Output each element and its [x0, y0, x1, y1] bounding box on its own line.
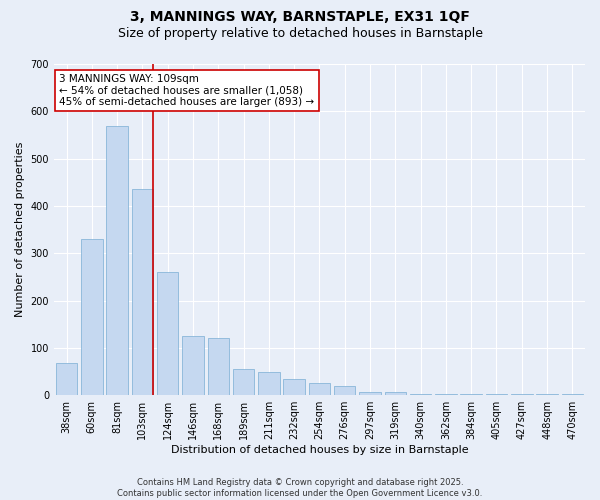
- Bar: [435, 394, 457, 395]
- Bar: [359, 392, 381, 395]
- Text: Size of property relative to detached houses in Barnstaple: Size of property relative to detached ho…: [118, 28, 482, 40]
- Bar: [562, 394, 583, 395]
- Bar: [536, 394, 558, 395]
- Bar: [309, 384, 330, 395]
- Bar: [283, 378, 305, 395]
- Bar: [182, 336, 204, 395]
- Bar: [157, 272, 178, 395]
- Bar: [486, 394, 507, 395]
- Bar: [511, 394, 533, 395]
- X-axis label: Distribution of detached houses by size in Barnstaple: Distribution of detached houses by size …: [170, 445, 468, 455]
- Bar: [131, 190, 153, 395]
- Text: 3, MANNINGS WAY, BARNSTAPLE, EX31 1QF: 3, MANNINGS WAY, BARNSTAPLE, EX31 1QF: [130, 10, 470, 24]
- Text: Contains HM Land Registry data © Crown copyright and database right 2025.
Contai: Contains HM Land Registry data © Crown c…: [118, 478, 482, 498]
- Bar: [106, 126, 128, 395]
- Bar: [56, 363, 77, 395]
- Text: 3 MANNINGS WAY: 109sqm
← 54% of detached houses are smaller (1,058)
45% of semi-: 3 MANNINGS WAY: 109sqm ← 54% of detached…: [59, 74, 314, 107]
- Bar: [233, 369, 254, 395]
- Bar: [385, 392, 406, 395]
- Bar: [258, 372, 280, 395]
- Bar: [81, 239, 103, 395]
- Bar: [460, 394, 482, 395]
- Bar: [334, 386, 355, 395]
- Bar: [208, 338, 229, 395]
- Y-axis label: Number of detached properties: Number of detached properties: [15, 142, 25, 318]
- Bar: [410, 394, 431, 395]
